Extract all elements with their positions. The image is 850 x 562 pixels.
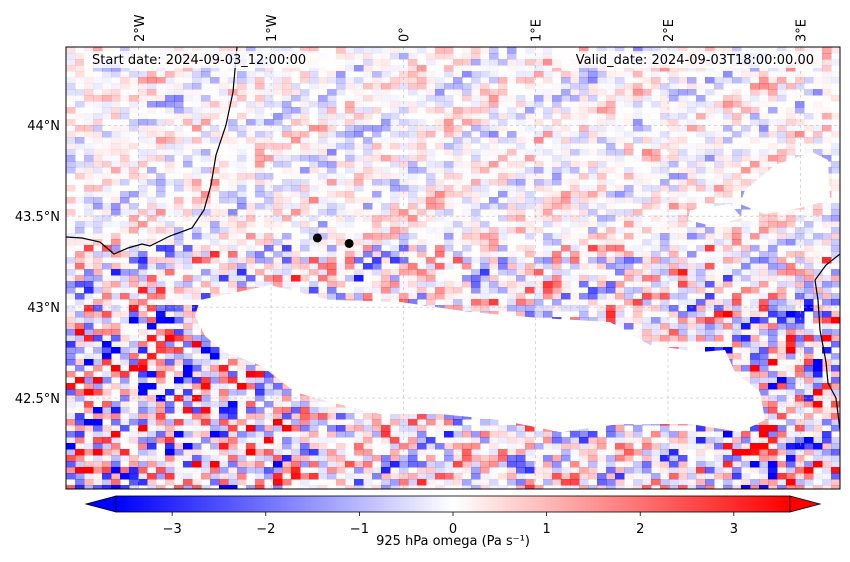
lon-tick-label: 3°E [794, 19, 809, 42]
colorbar-tick-label: 2 [636, 522, 644, 537]
colorbar-ticks: −3 −2 −1 0 1 2 3 [163, 512, 738, 537]
colorbar-tick-label: −1 [350, 522, 369, 537]
colorbar-tick-label: 3 [730, 522, 738, 537]
lat-tick-label: 43.5°N [15, 210, 60, 225]
start-date-annotation: Start date: 2024-09-03_12:00:00 [84, 51, 334, 68]
lon-tick-label: 1°W [265, 14, 280, 42]
latitude-tick-labels: 44°N 43.5°N 43°N 42.5°N [15, 119, 60, 407]
valid-date-annotation: Valid_date: 2024-09-03T18:00:00.00 [552, 51, 822, 68]
lat-tick-label: 44°N [27, 119, 60, 134]
graticule [66, 47, 840, 489]
colorbar-tick-label: 0 [449, 522, 457, 537]
colorbar-tick-label: 1 [542, 522, 550, 537]
omega-field [66, 47, 840, 489]
map-frame [65, 46, 841, 490]
masked-terrain-region [195, 152, 830, 432]
colorbar-tick-label: −2 [256, 522, 275, 537]
lat-tick-label: 42.5°N [15, 392, 60, 407]
lon-tick-label: 0° [397, 27, 412, 42]
coastline [66, 47, 840, 431]
lon-tick-label: 1°E [530, 19, 545, 42]
lat-tick-label: 43°N [27, 301, 60, 316]
station-marker [312, 233, 322, 243]
lon-tick-label: 2°W [133, 14, 148, 42]
station-marker [344, 238, 354, 248]
map-panel: Start date: 2024-09-03_12:00:00 Valid_da… [66, 47, 840, 489]
colorbar: −3 −2 −1 0 1 2 3 925 hPa omega (Pa s⁻¹) [84, 495, 822, 549]
lon-tick-label: 2°E [662, 19, 677, 42]
colorbar-label: 925 hPa omega (Pa s⁻¹) [376, 534, 530, 549]
colorbar-tick-label: −3 [163, 522, 182, 537]
longitude-tick-labels: 2°W 1°W 0° 1°E 2°E 3°E [133, 14, 810, 42]
station-markers [312, 233, 354, 248]
